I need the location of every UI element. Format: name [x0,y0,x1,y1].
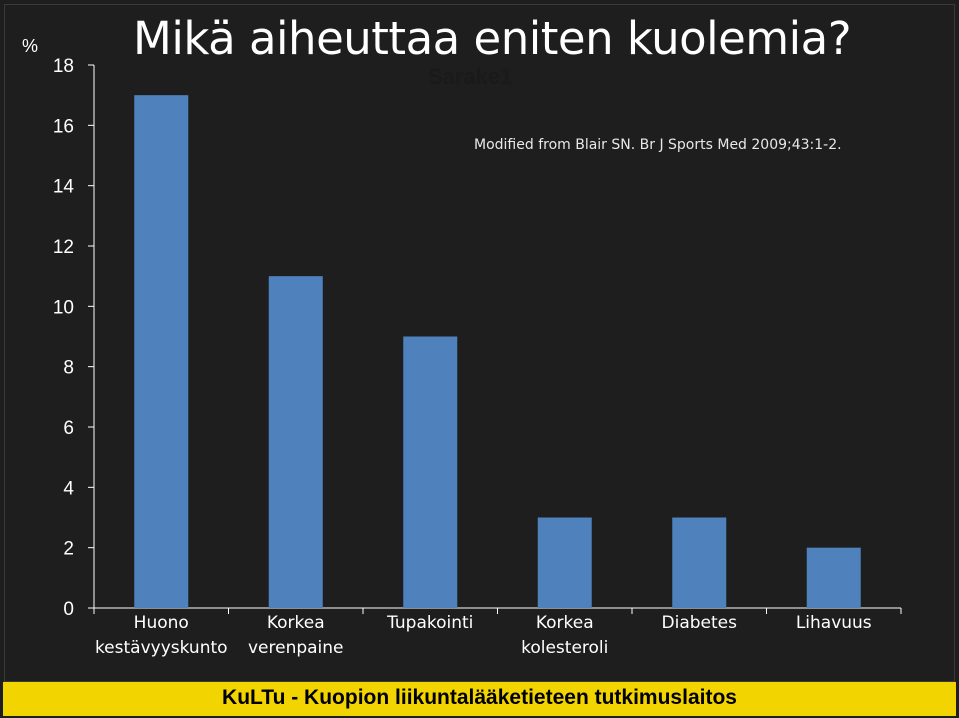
footer-banner: KuLTu - Kuopion liikuntalääketieteen tut… [3,682,956,716]
x-category-label: Korkea [267,613,325,633]
x-category-label: verenpaine [248,638,344,658]
y-tick-label: 16 [53,116,74,137]
bar [268,276,323,608]
bar [537,517,592,608]
y-tick-label: 12 [53,237,74,258]
y-tick-label: 2 [63,539,74,560]
x-category-label: Huono [134,613,189,633]
y-tick-label: 10 [53,297,74,318]
source-note: Modified from Blair SN. Br J Sports Med … [474,137,842,153]
x-category-label: Korkea [536,613,594,633]
y-tick-label: 0 [63,599,74,620]
y-tick-label: 8 [63,358,74,379]
y-tick-label: 18 [53,56,74,77]
series-name-label: Sarake1 [428,64,513,89]
footer-text: KuLTu - Kuopion liikuntalääketieteen tut… [222,686,737,709]
x-category-label: Lihavuus [796,613,872,633]
y-tick-label: 6 [63,418,74,439]
y-tick-label: 14 [53,177,75,198]
bar [134,95,189,608]
bar-chart: 0 2 4 6 8 10 12 14 16 18 Huono kestävyyskunto Korkea… [53,56,902,658]
y-axis-unit-label: % [22,36,39,56]
x-category-label: kestävyyskunto [95,638,228,658]
x-category-label: kolesteroli [521,638,608,658]
x-category-label: Diabetes [662,613,738,633]
bar [672,517,727,608]
slide-title: Mikä aiheuttaa eniten kuolemia? [133,12,852,65]
bar [806,547,861,608]
y-tick-label: 4 [63,478,74,499]
x-category-label: Tupakointi [386,613,473,633]
bar [403,336,458,608]
